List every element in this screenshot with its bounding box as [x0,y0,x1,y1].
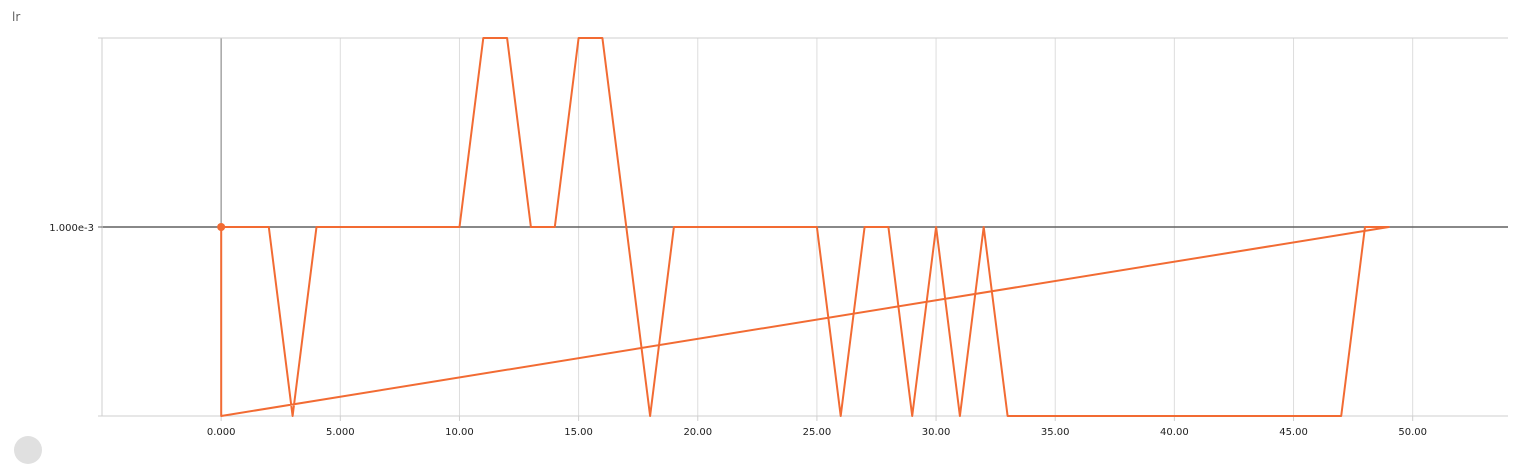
x-tick-label: 15.00 [564,427,593,438]
x-tick-label: 5.000 [326,427,355,438]
x-tick-label: 35.00 [1041,427,1070,438]
series-line [220,37,1390,417]
x-tick-label: 50.00 [1398,427,1427,438]
data-point-marker [217,223,226,231]
x-tick-label: 45.00 [1279,427,1308,438]
axes [98,37,1508,421]
x-tick-label: 30.00 [922,427,951,438]
y-tick-label: 1.000e-3 [49,223,94,234]
x-tick-label: 40.00 [1160,427,1189,438]
x-tick-label: 25.00 [803,427,832,438]
corner-button[interactable] [14,436,42,464]
chart-title: lr [12,10,21,24]
x-tick-label: 20.00 [683,427,712,438]
x-tick-label: 0.000 [207,427,236,438]
line-chart: 0.000 5.000 10.00 15.00 20.00 25.00 30.00 35.00… [49,37,1508,438]
tick-labels: 0.000 5.000 10.00 15.00 20.00 25.00 30.00 35.00… [49,223,1427,438]
x-tick-label: 10.00 [445,427,474,438]
series-layer [217,37,1390,417]
